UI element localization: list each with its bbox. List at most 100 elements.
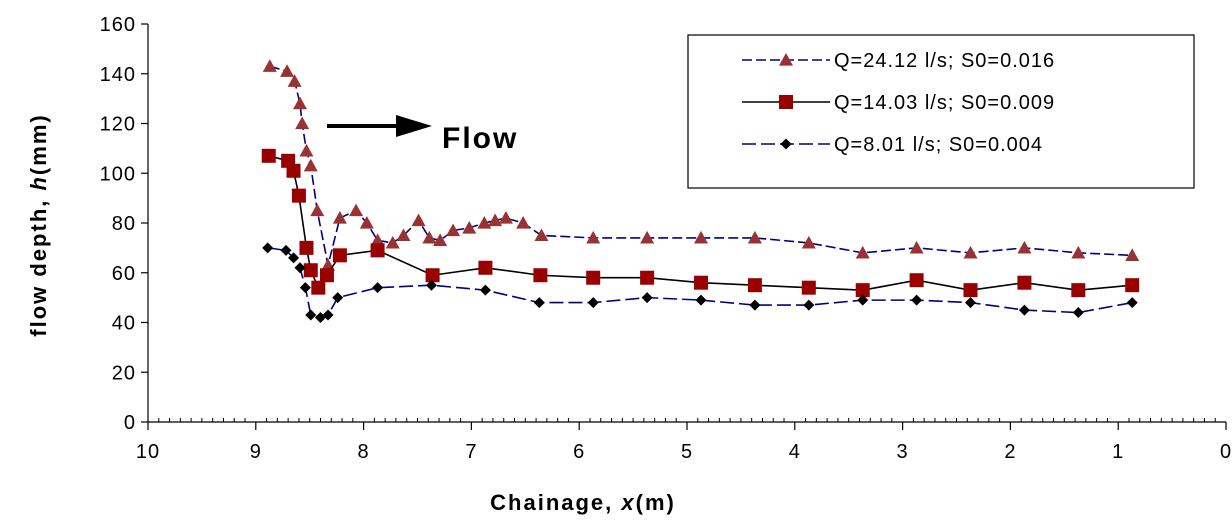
legend-item-2: Q=14.03 l/s; S0=0.009 xyxy=(742,92,1055,114)
y-tick-label: 120 xyxy=(100,114,136,136)
data-point xyxy=(641,292,653,304)
data-point xyxy=(305,309,317,321)
x-axis-title: Chainage, x(m) xyxy=(490,490,676,515)
data-point xyxy=(303,158,318,172)
data-point xyxy=(1071,245,1086,259)
data-point xyxy=(396,228,411,242)
data-point xyxy=(640,230,655,244)
flow-label: Flow xyxy=(442,122,518,155)
flow-annotation: Flow xyxy=(327,115,518,155)
x-axis: 10 9 8 7 6 5 4 3 2 1 0 xyxy=(136,418,1232,463)
data-point xyxy=(780,138,792,150)
data-point xyxy=(1072,307,1084,319)
data-point xyxy=(372,282,384,294)
data-point xyxy=(359,216,374,229)
data-point xyxy=(426,279,438,291)
data-point xyxy=(411,213,426,227)
data-point xyxy=(779,53,793,66)
series-3 xyxy=(262,242,1138,324)
x-tick-label: 9 xyxy=(250,441,262,463)
y-tick-label: 20 xyxy=(112,362,136,384)
data-point xyxy=(294,262,306,274)
data-point xyxy=(422,230,437,244)
data-point xyxy=(803,299,815,311)
data-point xyxy=(280,244,292,256)
data-point xyxy=(262,242,274,254)
series-layer xyxy=(261,59,1140,324)
series-1 xyxy=(262,59,1140,271)
data-point xyxy=(319,268,334,283)
y-tick-label: 160 xyxy=(100,14,136,36)
data-point xyxy=(303,263,318,278)
data-point xyxy=(1018,304,1030,316)
data-point xyxy=(295,116,310,130)
series-2 xyxy=(261,148,1140,298)
y-tick-label: 40 xyxy=(112,313,136,335)
data-point xyxy=(498,211,513,224)
data-point xyxy=(779,95,793,109)
data-point xyxy=(640,270,655,285)
data-point xyxy=(286,163,301,178)
data-point xyxy=(747,230,762,244)
data-point xyxy=(332,292,344,304)
data-point xyxy=(349,203,364,217)
data-point xyxy=(909,240,924,254)
legend-label: Q=24.12 l/s; S0=0.016 xyxy=(834,50,1055,72)
data-point xyxy=(311,280,326,295)
data-point xyxy=(1017,275,1032,290)
data-point xyxy=(370,233,385,247)
data-point xyxy=(534,228,549,242)
data-point xyxy=(586,270,601,285)
data-point xyxy=(857,294,869,306)
data-point xyxy=(587,297,599,309)
y-axis: 0 20 40 60 80 100 120 140 160 xyxy=(100,14,148,434)
data-point xyxy=(1017,240,1032,254)
data-point xyxy=(801,280,816,295)
data-point xyxy=(280,64,295,77)
data-point xyxy=(516,216,531,229)
data-point xyxy=(1125,278,1140,293)
legend-item-3: Q=8.01 l/s; S0=0.004 xyxy=(742,134,1043,156)
data-point xyxy=(292,96,307,110)
x-tick-label: 6 xyxy=(573,441,585,463)
legend-item-1: Q=24.12 l/s; S0=0.016 xyxy=(742,50,1055,72)
x-tick-label: 0 xyxy=(1220,441,1232,463)
data-point xyxy=(299,143,314,157)
data-point xyxy=(299,240,314,255)
data-point xyxy=(488,213,503,227)
data-point xyxy=(287,74,302,87)
data-point xyxy=(477,216,492,229)
data-point xyxy=(749,299,761,311)
data-point xyxy=(433,233,448,247)
data-point xyxy=(586,230,601,244)
x-tick-label: 10 xyxy=(136,441,160,463)
y-tick-label: 140 xyxy=(100,64,136,86)
data-point xyxy=(694,230,709,244)
data-point xyxy=(291,188,306,203)
data-point xyxy=(462,220,477,234)
data-point xyxy=(909,273,924,288)
data-point xyxy=(855,245,870,259)
x-tick-label: 2 xyxy=(1004,441,1016,463)
data-point xyxy=(288,252,300,264)
data-point xyxy=(965,297,977,309)
data-point xyxy=(385,235,400,249)
legend-label: Q=8.01 l/s; S0=0.004 xyxy=(834,134,1043,156)
data-point xyxy=(310,203,325,217)
data-point xyxy=(695,294,707,306)
flow-arrow-icon xyxy=(396,115,432,137)
series-line xyxy=(268,155,1133,291)
data-point xyxy=(533,268,548,283)
data-point xyxy=(747,278,762,293)
data-point xyxy=(425,268,440,283)
data-point xyxy=(694,275,709,290)
x-tick-label: 4 xyxy=(789,441,801,463)
legend-label: Q=14.03 l/s; S0=0.009 xyxy=(834,92,1055,114)
y-tick-label: 60 xyxy=(112,263,136,285)
data-point xyxy=(963,245,978,259)
data-point xyxy=(801,235,816,249)
data-point xyxy=(332,248,347,263)
data-point xyxy=(299,282,311,294)
data-point xyxy=(533,297,545,309)
